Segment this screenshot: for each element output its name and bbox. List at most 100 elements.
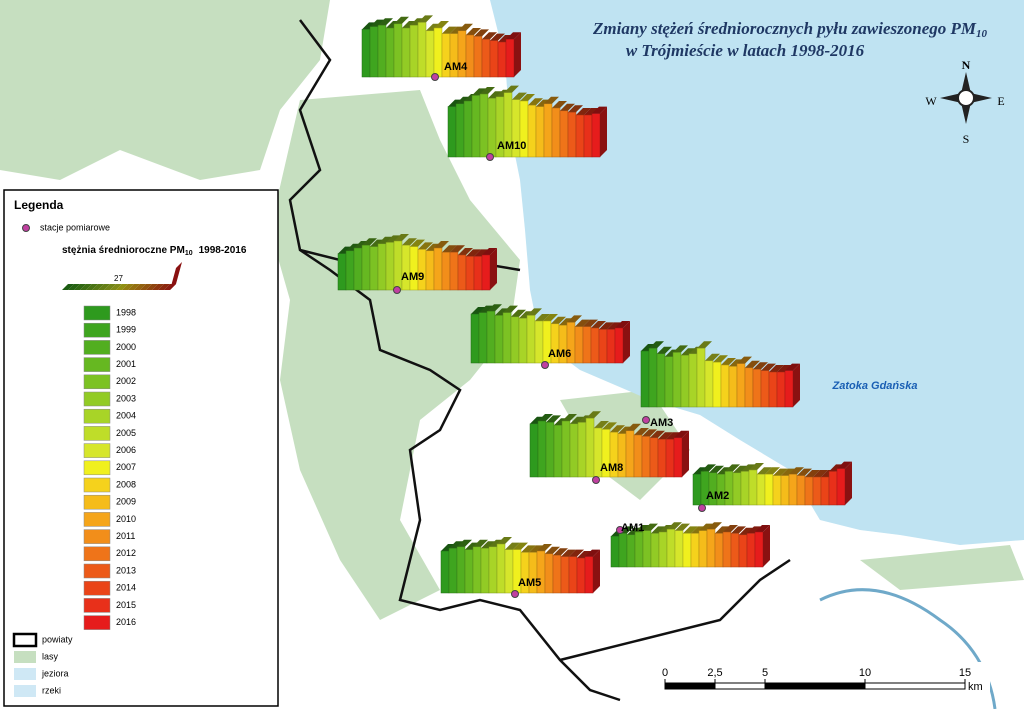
legend-year: 2015 [116, 600, 136, 610]
bar [688, 353, 698, 408]
bar-top [529, 545, 544, 553]
bar-top [583, 319, 598, 327]
bar [505, 38, 515, 78]
bar-top [723, 525, 738, 532]
scale-label: 10 [859, 667, 871, 679]
bar [812, 476, 822, 506]
legend-swatch [83, 529, 111, 544]
bar-top [521, 545, 536, 553]
station-dot [511, 590, 519, 598]
chart-side [682, 430, 689, 477]
bar-top [733, 465, 748, 473]
legend-year: 2011 [116, 531, 135, 541]
bar-top [657, 346, 672, 354]
bar [526, 315, 536, 364]
station-label: AM10 [497, 140, 526, 152]
bar-top [480, 87, 495, 94]
bar [433, 27, 443, 78]
station-chart [337, 234, 497, 291]
bar-top [552, 101, 567, 108]
bar-top [785, 363, 800, 371]
legend-sample-bar [92, 284, 104, 290]
legend-layer: jeziora [41, 668, 69, 678]
bar-top [490, 33, 505, 41]
bar [680, 354, 690, 408]
bar [690, 533, 700, 568]
bar-top [394, 16, 409, 24]
bar [559, 110, 569, 158]
bar-top [576, 108, 591, 115]
bar-top [577, 551, 592, 558]
bar [583, 114, 593, 158]
bar [479, 93, 489, 158]
bar [656, 353, 666, 408]
bar-top [699, 523, 714, 531]
station-dot [486, 153, 494, 161]
legend-swatch [83, 322, 111, 338]
scale-bg [655, 662, 990, 702]
legend-swatch [83, 512, 111, 527]
legend-layer: lasy [42, 651, 59, 661]
bar-top [749, 463, 764, 470]
bar-top [418, 242, 433, 250]
bar [345, 250, 355, 291]
station-label: AM2 [706, 490, 729, 502]
bar-top [418, 15, 433, 23]
bar [720, 364, 730, 408]
bar [487, 97, 497, 158]
bar [738, 534, 748, 568]
legend-box [3, 189, 279, 707]
legend-swatch [83, 374, 111, 390]
bar-top [482, 248, 497, 255]
bar-top [634, 428, 649, 435]
bar-top [602, 422, 617, 430]
legend-year: 1998 [116, 307, 136, 317]
bar-top [777, 365, 792, 372]
legend-swatch [83, 426, 111, 441]
bar-top [434, 241, 449, 248]
legend-year: 2004 [116, 411, 136, 421]
bar [377, 24, 387, 78]
station-chart [447, 85, 607, 158]
bar [649, 437, 659, 478]
legend-items: 27 1998 1999 2000 2001 2002 2003 2004 2005 2006 20… [12, 262, 182, 697]
bar [440, 550, 450, 594]
bar-top [370, 19, 385, 27]
bar [658, 531, 668, 568]
bar [504, 549, 514, 594]
bar [457, 254, 467, 291]
station-chart [361, 15, 521, 78]
legend-chart-title: stężnia średnioroczne PM10 1998-2016 [62, 245, 247, 257]
bar-top [599, 322, 614, 330]
bar-top [545, 546, 560, 554]
bar [666, 528, 676, 568]
bar-top [725, 464, 740, 472]
bar-top [635, 525, 650, 532]
bar [598, 329, 608, 364]
bar [425, 250, 435, 291]
bar [480, 547, 490, 594]
bar [788, 473, 798, 506]
bar [576, 557, 586, 594]
bar [456, 546, 466, 594]
bar-top [591, 321, 606, 328]
bar [425, 30, 435, 78]
bar [712, 361, 722, 408]
bar-top [745, 360, 760, 368]
station-dot [698, 504, 706, 512]
legend-sample-bar [152, 284, 164, 290]
legend-station: stacje pomiarowe [40, 222, 110, 232]
bar [722, 531, 732, 568]
bar [489, 40, 499, 78]
chart-side [593, 549, 600, 593]
bar [633, 434, 643, 478]
bar [650, 533, 660, 568]
bar-top [481, 541, 496, 549]
bar-top [707, 522, 722, 530]
bar [385, 242, 395, 291]
bar [574, 326, 584, 364]
bar [582, 326, 592, 364]
bar-top [562, 414, 577, 421]
bar-top [553, 548, 568, 556]
bar-top [667, 522, 682, 530]
